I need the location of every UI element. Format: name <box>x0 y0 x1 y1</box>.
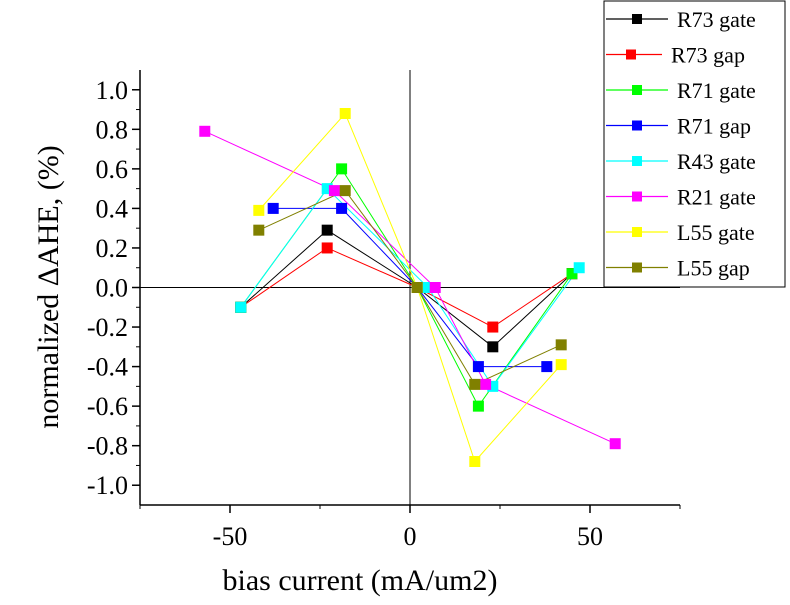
data-point <box>321 224 333 236</box>
x-ticks: -50 0 50 <box>139 505 681 551</box>
legend-label: R71 gate <box>677 78 756 103</box>
series-points <box>199 108 621 467</box>
data-point <box>411 282 423 293</box>
data-point <box>339 108 351 119</box>
data-point <box>235 301 247 313</box>
data-point <box>555 359 567 371</box>
series-line-r73-gate <box>240 229 573 348</box>
data-point <box>566 268 578 280</box>
legend-marker <box>632 120 642 131</box>
data-point <box>472 361 484 373</box>
data-point <box>328 185 340 197</box>
data-point <box>253 204 265 216</box>
y-axis-title: normalized ΔAHE, (%) <box>32 145 65 428</box>
data-point <box>336 202 348 214</box>
legend-box <box>603 0 786 288</box>
legend-marker <box>632 156 642 166</box>
y-tick-label: 0.8 <box>96 115 129 144</box>
y-ticks: 1.0 0.8 0.6 0.4 0.2 0.0 -0.2 -0.4 -0.6 -0.8 -1.0 <box>87 76 140 500</box>
data-point <box>469 456 481 467</box>
data-point <box>336 163 348 175</box>
data-point <box>472 400 484 412</box>
data-point <box>609 438 621 450</box>
data-point <box>573 262 585 274</box>
data-point <box>422 282 434 293</box>
data-point <box>339 185 351 197</box>
data-point <box>480 378 492 390</box>
legend-label: R71 gap <box>677 114 751 139</box>
legend-label: R73 gap <box>671 43 745 68</box>
legend-label: R73 gate <box>677 7 756 32</box>
y-tick-label: -0.2 <box>87 313 128 342</box>
data-point <box>541 361 553 373</box>
y-tick-label: 0.0 <box>96 274 129 303</box>
y-tick-label: -0.8 <box>87 432 128 461</box>
y-tick-label: 0.2 <box>96 234 129 263</box>
legend-marker <box>632 262 642 273</box>
data-point <box>253 224 265 236</box>
data-point <box>267 202 279 214</box>
data-point <box>487 321 499 333</box>
legend: R73 gate R73 gap R71 gate R71 gap R43 gate R2… <box>603 0 786 288</box>
data-point <box>199 125 211 137</box>
x-tick-label: 50 <box>577 522 603 551</box>
legend-marker <box>626 49 636 60</box>
y-tick-label: -0.6 <box>87 392 128 421</box>
x-tick-label: 0 <box>404 522 417 551</box>
data-point <box>321 183 333 195</box>
y-tick-label: 1.0 <box>96 76 129 105</box>
x-axis-title: bias current (mA/um2) <box>223 564 498 597</box>
data-point <box>487 341 499 353</box>
y-tick-label: 0.6 <box>96 155 129 184</box>
legend-marker <box>632 227 642 237</box>
legend-label: R43 gate <box>677 149 756 174</box>
legend-label: R21 gate <box>677 185 756 210</box>
data-point <box>429 282 441 293</box>
legend-label: L55 gap <box>677 256 750 281</box>
data-point <box>321 242 333 254</box>
legend-marker <box>632 14 642 24</box>
data-point <box>469 378 481 390</box>
x-tick-label: -50 <box>213 522 248 551</box>
y-tick-label: 0.4 <box>96 194 129 223</box>
legend-label: L55 gate <box>677 220 755 245</box>
y-tick-label: -0.4 <box>87 353 128 382</box>
y-tick-label: -1.0 <box>87 471 128 500</box>
data-point <box>487 380 499 392</box>
legend-marker <box>632 85 642 95</box>
legend-marker <box>632 191 642 202</box>
data-point <box>555 339 567 351</box>
